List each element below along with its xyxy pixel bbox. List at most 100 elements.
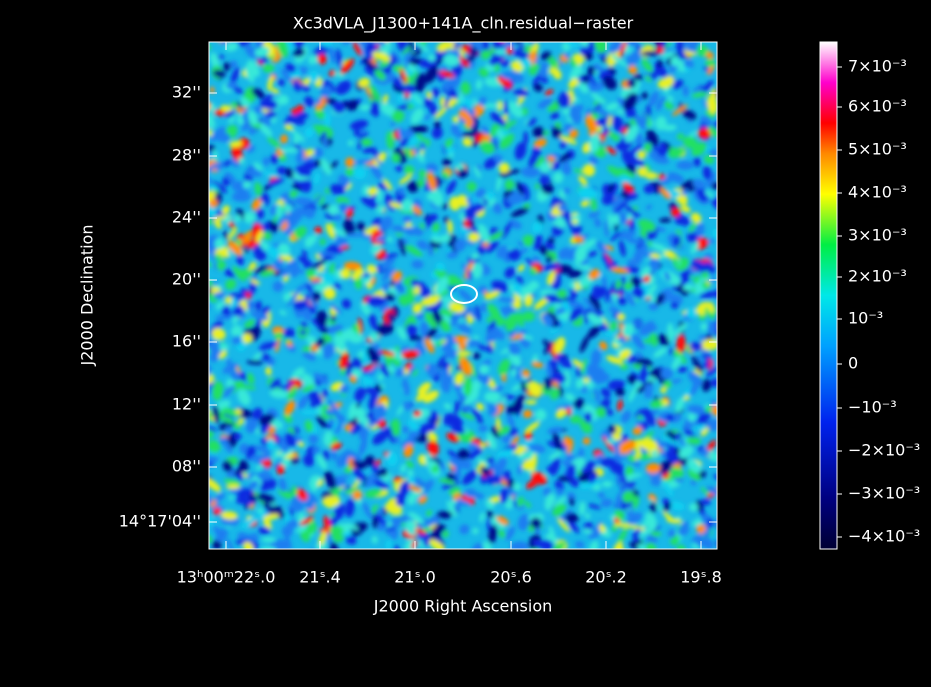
raster-blob xyxy=(587,324,601,339)
raster-blob xyxy=(508,350,522,367)
raster-blob xyxy=(420,321,429,338)
raster-blob xyxy=(522,459,536,471)
raster-blob xyxy=(541,313,554,327)
raster-blob xyxy=(517,240,524,247)
raster-blob xyxy=(706,418,717,431)
colorbar-label: 5×10⁻³ xyxy=(848,140,907,159)
raster-blob xyxy=(242,333,253,344)
raster-blob xyxy=(352,458,367,470)
raster-blob xyxy=(648,91,659,107)
raster-blob xyxy=(305,234,318,248)
raster-blob xyxy=(213,492,226,503)
raster-blob xyxy=(588,210,601,219)
raster-blob xyxy=(286,114,306,126)
plot-frame xyxy=(208,41,718,550)
raster-blob xyxy=(552,541,566,549)
raster-blob xyxy=(215,301,225,310)
raster-blob xyxy=(628,542,637,548)
raster-blob xyxy=(532,472,542,481)
raster-blob xyxy=(379,60,390,69)
raster-blob xyxy=(463,392,479,406)
raster-blob xyxy=(503,100,509,116)
raster-blob xyxy=(497,449,515,458)
raster-blob xyxy=(528,443,546,453)
raster-blob xyxy=(459,412,476,420)
raster-blob xyxy=(687,405,706,415)
raster-blob xyxy=(352,467,365,482)
raster-blob xyxy=(567,269,583,278)
raster-blob xyxy=(330,450,338,461)
raster-blob xyxy=(287,457,300,464)
raster-blob xyxy=(708,126,717,138)
raster-blob xyxy=(679,269,691,286)
raster-blob xyxy=(434,524,447,533)
raster-blob xyxy=(704,153,715,165)
raster-blob xyxy=(265,110,277,119)
colorbar-label: 0 xyxy=(848,354,858,373)
x-tick-label: 20ˢ.6 xyxy=(490,568,532,587)
raster-blob xyxy=(410,49,423,57)
raster-blob xyxy=(615,279,622,290)
raster-blob xyxy=(659,187,671,200)
raster-blob xyxy=(407,469,414,477)
raster-blob xyxy=(312,446,321,455)
raster-blob xyxy=(532,147,542,158)
raster-blob xyxy=(368,363,379,379)
raster-blob xyxy=(385,540,392,549)
raster-blob xyxy=(434,276,449,295)
raster-blob xyxy=(590,196,597,214)
raster-blob xyxy=(449,196,461,211)
raster-blob xyxy=(590,91,606,105)
raster-blob xyxy=(304,127,314,138)
raster-blob xyxy=(468,232,480,242)
raster-blob xyxy=(670,302,679,309)
raster-blob xyxy=(236,254,244,266)
raster-blob xyxy=(521,166,540,178)
raster-blob xyxy=(555,488,564,496)
raster-blob xyxy=(308,390,323,407)
raster-blob xyxy=(275,420,283,430)
raster-blob xyxy=(517,504,526,511)
raster-blob xyxy=(683,59,695,68)
raster-blob xyxy=(232,305,244,317)
raster-blob xyxy=(310,258,328,270)
y-tick-label: 32'' xyxy=(172,83,201,102)
raster-blob xyxy=(415,391,427,402)
raster-blob xyxy=(607,165,622,177)
raster-blob xyxy=(283,292,293,302)
raster-blob xyxy=(502,120,517,131)
raster-blob xyxy=(358,426,369,442)
raster-blob xyxy=(476,402,484,411)
raster-blob xyxy=(407,180,419,193)
raster-blob xyxy=(393,435,401,444)
colorbar-label: 3×10⁻³ xyxy=(848,226,907,245)
raster-blob xyxy=(517,514,531,531)
raster-blob xyxy=(256,507,264,514)
raster-blob xyxy=(673,80,683,90)
raster-blob xyxy=(573,398,585,410)
raster-blob xyxy=(631,371,642,384)
raster-blob xyxy=(209,455,219,463)
raster-blob xyxy=(370,164,383,180)
raster-blob xyxy=(606,355,624,365)
raster-blob xyxy=(274,338,281,353)
raster-blob xyxy=(362,57,377,71)
raster-blob xyxy=(246,372,255,385)
raster-blob xyxy=(578,76,585,83)
raster-blob xyxy=(553,495,567,509)
raster-blob xyxy=(253,265,270,274)
raster-blob xyxy=(315,97,321,105)
colorbar-label: −2×10⁻³ xyxy=(848,441,920,460)
raster-blob xyxy=(333,334,346,353)
raster-blob xyxy=(478,364,490,375)
raster-blob xyxy=(499,60,511,67)
raster-blob xyxy=(532,126,545,138)
raster-blob xyxy=(434,268,447,278)
raster-blob xyxy=(566,115,574,124)
raster-blob xyxy=(411,260,424,269)
raster-blob xyxy=(368,391,378,411)
raster-blob xyxy=(312,194,322,206)
raster-blob xyxy=(386,530,399,538)
raster-blob xyxy=(372,430,389,445)
raster-blob xyxy=(243,230,253,244)
